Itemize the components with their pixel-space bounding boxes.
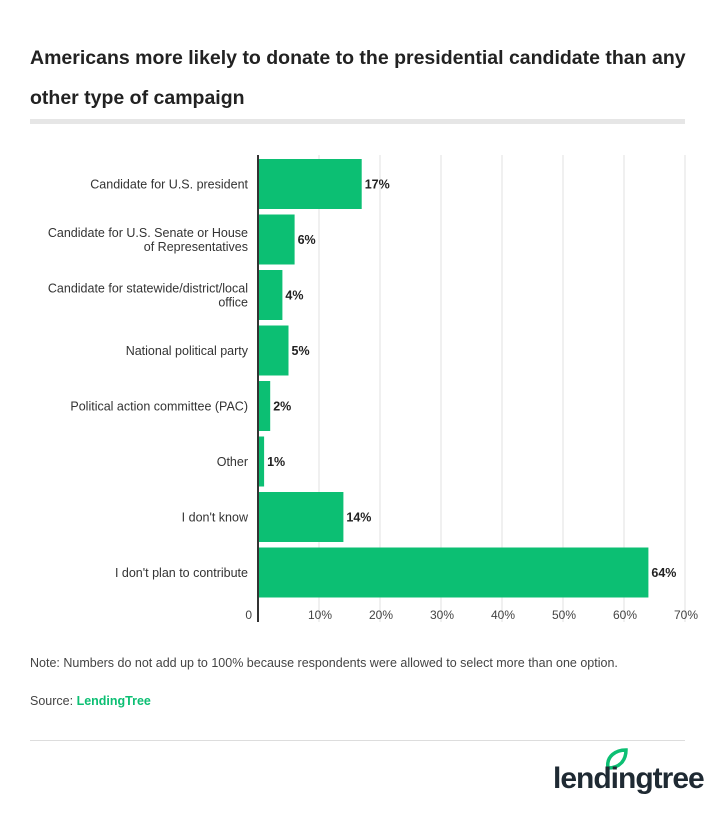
bar — [258, 159, 362, 209]
bar — [258, 381, 271, 431]
category-label: Political action committee (PAC) — [70, 400, 248, 414]
data-label: 6% — [298, 233, 316, 247]
category-label: of Representatives — [144, 240, 248, 254]
source-link[interactable]: LendingTree — [76, 694, 151, 708]
data-label: 2% — [273, 400, 291, 414]
category-label: Candidate for U.S. president — [90, 178, 248, 192]
category-label: Candidate for U.S. Senate or House — [48, 226, 248, 240]
category-label: I don't plan to contribute — [115, 566, 248, 580]
bar — [258, 436, 265, 487]
data-label: 4% — [285, 289, 303, 303]
x-tick-label: 0 — [245, 608, 252, 622]
bar — [258, 492, 344, 542]
x-tick-label: 60% — [613, 608, 637, 622]
bar-chart: 0 10% 20% 30% 40% 50% 60% 70% 17% Candidate for U… — [48, 155, 698, 622]
bar — [258, 325, 289, 376]
lendingtree-logo: lendingtree — [553, 748, 705, 796]
x-tick-label: 40% — [491, 608, 515, 622]
source-line: Source: LendingTree — [30, 694, 151, 708]
leaf-icon — [606, 748, 628, 770]
source-label: Source: — [30, 694, 77, 708]
chart-title: Americans more likely to donate to the p… — [30, 47, 686, 109]
category-label: National political party — [126, 344, 249, 358]
data-label: 1% — [267, 455, 285, 469]
x-tick-label: 20% — [369, 608, 393, 622]
footer-divider — [30, 740, 685, 741]
data-label: 5% — [292, 344, 310, 358]
category-label: I don't know — [182, 511, 249, 525]
bar — [258, 214, 295, 265]
x-tick-label: 70% — [674, 608, 698, 622]
x-tick-label: 10% — [308, 608, 332, 622]
data-label: 14% — [346, 511, 371, 525]
title-divider — [30, 119, 685, 124]
x-tick-label: 30% — [430, 608, 454, 622]
bar — [258, 547, 649, 598]
bar — [258, 270, 283, 320]
chart-note: Note: Numbers do not add up to 100% beca… — [30, 656, 618, 670]
category-label: Candidate for statewide/district/local — [48, 282, 248, 296]
data-label: 17% — [365, 178, 390, 192]
data-label: 64% — [651, 566, 676, 580]
x-tick-label: 50% — [552, 608, 576, 622]
category-label: office — [218, 296, 248, 310]
category-label: Other — [217, 455, 248, 469]
